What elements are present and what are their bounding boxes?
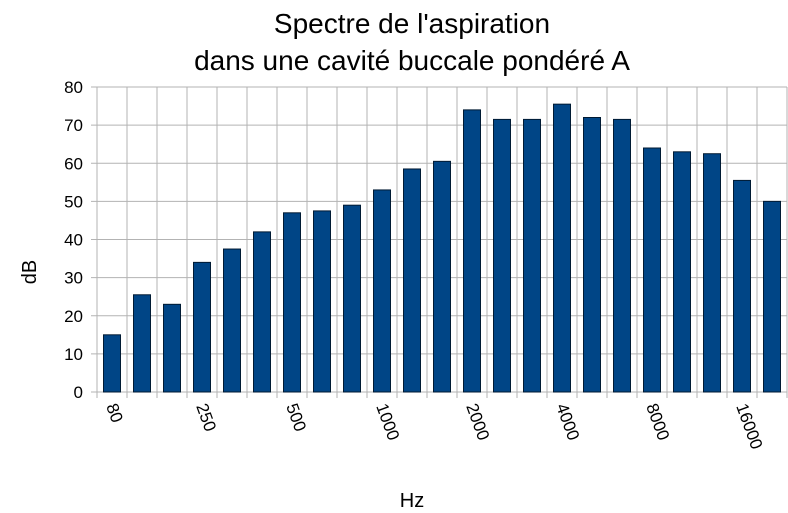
bar [283, 212, 301, 393]
bar [523, 118, 541, 393]
x-tick-label: 16000 [732, 401, 766, 452]
bar [463, 109, 481, 393]
x-tick-label: 80 [102, 401, 126, 425]
bar [343, 204, 361, 393]
bar [403, 168, 421, 393]
bar [133, 294, 151, 393]
bar [553, 103, 571, 393]
x-tick-label: 2000 [462, 401, 493, 443]
x-axis-label: Hz [400, 490, 424, 512]
bar [613, 118, 631, 393]
bar [103, 334, 121, 393]
y-tick-label: 10 [64, 345, 83, 364]
bar [313, 210, 331, 393]
bar [373, 189, 391, 393]
bar [763, 200, 781, 393]
bar [193, 261, 211, 393]
y-tick-label: 30 [64, 269, 83, 288]
bar [703, 153, 721, 393]
y-tick-label: 40 [64, 231, 83, 250]
bar [223, 248, 241, 393]
y-tick-label: 20 [64, 307, 83, 326]
chart-title: dans une cavité buccale pondéré A [194, 45, 630, 76]
x-tick-label: 8000 [642, 401, 673, 443]
x-tick-label: 1000 [372, 401, 403, 443]
y-tick-label: 0 [74, 383, 83, 402]
bar [253, 231, 271, 393]
y-tick-label: 60 [64, 154, 83, 173]
y-axis-label: dB [19, 260, 41, 284]
y-tick-label: 50 [64, 192, 83, 211]
chart-title: Spectre de l'aspiration [274, 8, 550, 39]
x-tick-label: 500 [282, 401, 310, 434]
bar [493, 118, 511, 393]
bar [673, 151, 691, 393]
x-tick-label: 250 [192, 401, 220, 434]
bar [733, 179, 751, 393]
bar [643, 147, 661, 393]
y-tick-label: 80 [64, 78, 83, 97]
y-tick-label: 70 [64, 116, 83, 135]
bar [583, 117, 601, 393]
bar [433, 160, 451, 393]
x-tick-label: 4000 [552, 401, 583, 443]
bar [163, 303, 181, 393]
